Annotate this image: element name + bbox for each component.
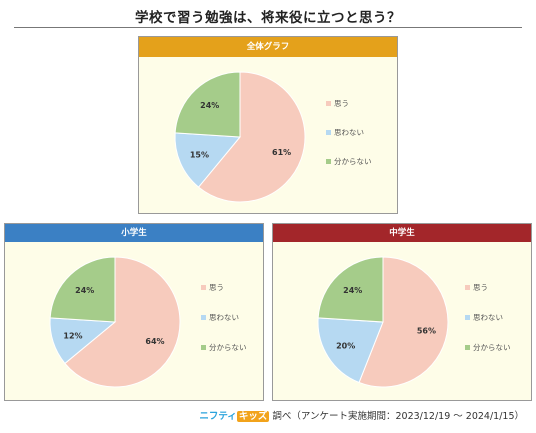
legend-unknown-label: 分からない — [473, 343, 511, 352]
slice-unknown — [317, 256, 384, 323]
title-divider — [14, 27, 522, 28]
chart-title-middle-school: 中学生 — [273, 224, 531, 242]
legend-unknown-swatch — [465, 345, 470, 350]
data-label-unknown: 24% — [75, 286, 94, 295]
chart-title-elementary: 小学生 — [5, 224, 263, 242]
legend-no-swatch — [326, 130, 331, 135]
legend-yes-swatch — [326, 101, 331, 106]
chart-panel-middle-school: 中学生 56% 20% 24% 思う思わない分からない — [272, 223, 532, 401]
data-label-yes: 64% — [145, 337, 164, 346]
chart-panel-elementary: 小学生 64% 12% 24% 思う思わない分からない — [4, 223, 264, 401]
chart-panel-overall: 全体グラフ 61% 15% 24% 思う思わない分からない — [138, 36, 398, 214]
slice-no — [174, 132, 242, 188]
legend-unknown-swatch — [326, 159, 331, 164]
slice-yes — [197, 71, 306, 203]
page-title: 学校で習う勉強は、将来役に立つと思う？ — [135, 10, 401, 26]
slice-unknown — [174, 71, 241, 138]
legend-no-swatch — [465, 315, 470, 320]
slice-yes — [64, 256, 181, 388]
legend-no-swatch — [201, 315, 206, 320]
legend-yes-label: 思う — [209, 283, 224, 292]
legend-no-label: 思わない — [334, 128, 364, 137]
legend-unknown-label: 分からない — [209, 343, 247, 352]
source-footer: ニフティ キッズ 調べ（アンケート実施期間：2023/12/19 ～ 2024/1… — [199, 408, 524, 422]
legend-unknown-swatch — [201, 345, 206, 350]
data-label-yes: 61% — [272, 148, 291, 157]
legend-yes-label: 思う — [334, 99, 349, 108]
slice-no — [317, 317, 384, 384]
legend-no-label: 思わない — [473, 313, 503, 322]
data-label-unknown: 24% — [343, 286, 362, 295]
legend-yes-swatch — [465, 285, 470, 290]
chart-title-overall: 全体グラフ — [139, 37, 397, 57]
brand-kids: キッズ — [236, 411, 270, 422]
data-label-no: 20% — [336, 342, 355, 351]
legend-yes-swatch — [201, 285, 206, 290]
legend-unknown-label: 分からない — [334, 157, 372, 166]
data-label-no: 15% — [190, 151, 209, 160]
data-label-yes: 56% — [417, 326, 436, 335]
source-text: 調べ（アンケート実施期間：2023/12/19 ～ 2024/1/15） — [272, 411, 524, 422]
slice-unknown — [49, 256, 116, 323]
legend-no-label: 思わない — [209, 313, 239, 322]
legend-yes-label: 思う — [473, 283, 488, 292]
slice-yes — [358, 256, 449, 388]
data-label-no: 12% — [63, 332, 82, 341]
brand-nifty: ニフティ — [199, 411, 237, 422]
data-label-unknown: 24% — [200, 101, 219, 110]
